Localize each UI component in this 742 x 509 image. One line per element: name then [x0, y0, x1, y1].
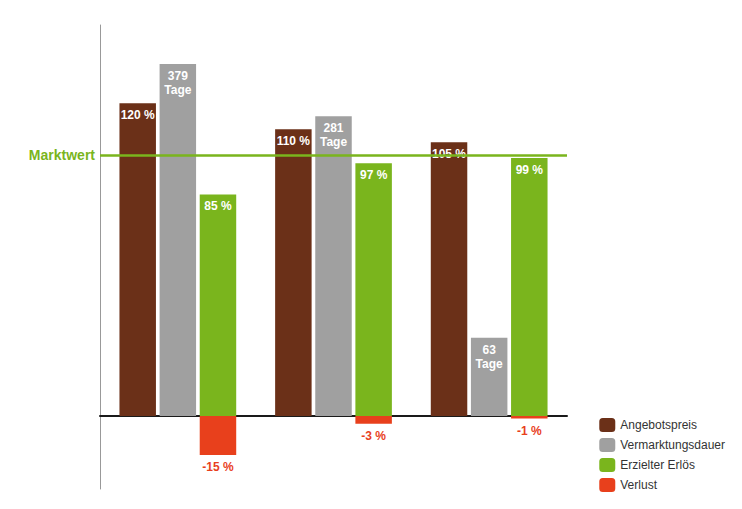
svg-text:63: 63 — [482, 343, 496, 357]
svg-text:99 %: 99 % — [516, 163, 544, 177]
svg-text:Marktwert: Marktwert — [29, 147, 95, 163]
svg-text:97 %: 97 % — [360, 168, 388, 182]
svg-text:Tage: Tage — [320, 135, 347, 149]
svg-text:105 %: 105 % — [432, 147, 466, 162]
svg-text:281: 281 — [323, 121, 343, 135]
svg-text:Verlust: Verlust — [620, 478, 657, 492]
svg-text:-15 %: -15 % — [202, 460, 234, 474]
svg-text:Tage: Tage — [476, 357, 503, 371]
svg-text:85 %: 85 % — [204, 199, 232, 213]
svg-text:110 %: 110 % — [277, 134, 311, 148]
svg-text:Vermarktungsdauer: Vermarktungsdauer — [620, 438, 725, 452]
svg-text:Erzielter Erlös: Erzielter Erlös — [620, 458, 695, 472]
svg-text:-3 %: -3 % — [361, 429, 386, 443]
svg-text:-1 %: -1 % — [517, 424, 542, 438]
svg-text:120 %: 120 % — [121, 108, 155, 122]
svg-text:379: 379 — [168, 69, 188, 83]
svg-text:Tage: Tage — [164, 83, 191, 97]
svg-text:Angebotspreis: Angebotspreis — [620, 418, 697, 432]
